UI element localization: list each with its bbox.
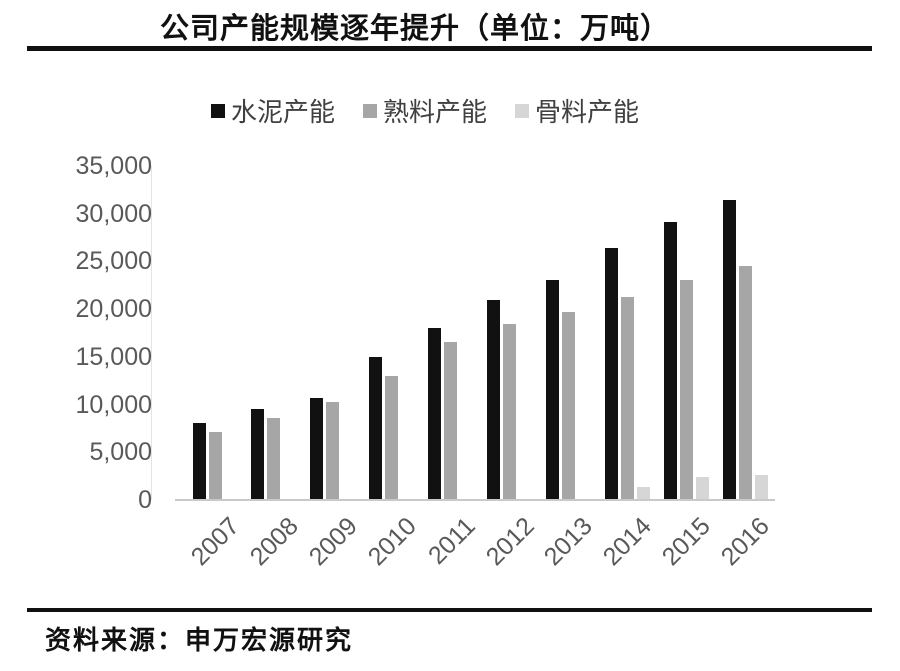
bar-aggregate-2015: [695, 477, 709, 499]
x-tick-label-2015: 2015: [656, 512, 716, 572]
x-tick-label-2010: 2010: [362, 512, 422, 572]
bar-clinker-2013: [561, 312, 575, 499]
bar-clinker-2012: [503, 324, 516, 499]
bar-clinker-2016: [738, 266, 752, 499]
bar-aggregate-2014: [636, 487, 650, 499]
bar-cement-2013: [545, 280, 559, 499]
legend-item-cement: 水泥产能: [210, 92, 335, 129]
bar-clinker-2009: [326, 402, 340, 499]
x-tick-label-2009: 2009: [303, 512, 363, 572]
y-tick-label-30000: 30,000: [75, 199, 152, 228]
legend-item-aggregate: 骨料产能: [515, 92, 639, 129]
y-axis-line: [151, 166, 152, 500]
title-underline: [27, 46, 872, 51]
legend-label-aggregate: 骨料产能: [535, 97, 640, 127]
y-tick-label-15000: 15,000: [75, 342, 152, 371]
bar-clinker-2015: [679, 280, 693, 499]
legend-swatch-aggregate: [515, 103, 529, 118]
bar-cement-2011: [428, 328, 442, 499]
x-tick-label-2008: 2008: [244, 512, 304, 572]
bar-cement-2007: [192, 423, 206, 499]
bar-clinker-2011: [444, 342, 458, 499]
chart-title: 公司产能规模逐年提升（单位：万吨）: [159, 13, 670, 45]
bar-cement-2015: [663, 222, 677, 499]
bar-cement-2010: [369, 357, 383, 499]
x-tick-label-2016: 2016: [715, 512, 775, 572]
bar-cement-2016: [722, 200, 736, 499]
bar-clinker-2008: [267, 418, 281, 499]
y-tick-label-5000: 5,000: [89, 438, 152, 467]
x-tick-label-2013: 2013: [539, 512, 599, 572]
x-tick-label-2012: 2012: [480, 512, 540, 572]
x-tick-label-2011: 2011: [422, 512, 481, 570]
bar-cement-2008: [251, 409, 265, 499]
y-tick-label-20000: 20,000: [75, 295, 152, 324]
y-tick-label-25000: 25,000: [75, 247, 152, 276]
bar-clinker-2014: [620, 297, 634, 499]
legend-label-cement: 水泥产能: [230, 97, 335, 127]
legend-swatch-clinker: [362, 103, 377, 118]
y-tick-label-10000: 10,000: [75, 390, 152, 419]
bar-cement-2014: [604, 248, 618, 499]
bar-cement-2009: [310, 398, 324, 499]
x-axis-line: [175, 499, 775, 501]
source-note: 资料来源：申万宏源研究: [45, 626, 354, 655]
bar-cement-2012: [487, 300, 500, 499]
bar-clinker-2010: [385, 376, 399, 499]
footer-rule: [27, 608, 872, 612]
y-tick-label-0: 0: [138, 486, 152, 514]
legend-label-clinker: 熟料产能: [382, 97, 487, 127]
x-tick-label-2014: 2014: [597, 512, 658, 572]
legend-item-clinker: 熟料产能: [362, 92, 487, 129]
legend-swatch-cement: [210, 103, 225, 118]
bar-clinker-2007: [208, 432, 222, 499]
chart-legend: 水泥产能 熟料产能 骨料产能: [30, 92, 820, 129]
bar-aggregate-2016: [754, 475, 768, 499]
y-tick-label-35000: 35,000: [75, 152, 152, 180]
x-tick-label-2007: 2007: [185, 512, 245, 572]
